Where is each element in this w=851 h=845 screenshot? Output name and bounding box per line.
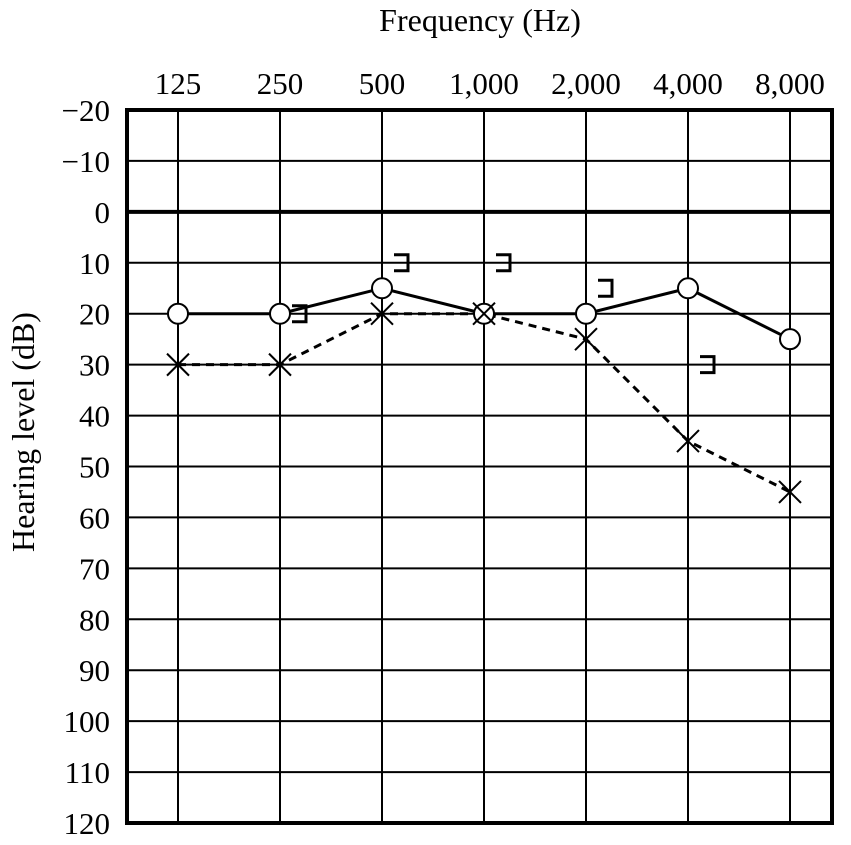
circle-marker (779, 328, 801, 351)
circle-marker (575, 302, 597, 325)
x-marker (574, 327, 598, 351)
x-tick-label: 8,000 (755, 66, 825, 101)
y-tick-label: −20 (62, 93, 110, 128)
y-tick-label: 70 (79, 551, 110, 586)
y-tick-label: 80 (79, 602, 110, 637)
y-tick-label: 40 (79, 399, 110, 434)
y-tick-label: 0 (95, 195, 111, 230)
bracket-marker (700, 355, 716, 375)
y-axis-label: Hearing level (dB) (5, 312, 41, 552)
y-tick-label: 60 (79, 500, 110, 535)
series-markers (166, 253, 802, 504)
grid (127, 109, 832, 824)
y-tick-label: 120 (64, 806, 111, 841)
x-marker (676, 429, 700, 453)
bracket-marker (598, 278, 614, 298)
x-tick-label: 4,000 (653, 66, 723, 101)
plot-frame (125, 108, 834, 825)
x-marker (370, 302, 394, 326)
circle-marker (677, 277, 699, 300)
x-tick-label: 1,000 (449, 66, 519, 101)
bracket-marker (496, 253, 512, 273)
x-tick-labels: 125 250 500 1,000 2,000 4,000 8,000 (155, 66, 825, 101)
y-tick-label: 10 (79, 246, 110, 281)
x-marker (166, 352, 190, 377)
x-tick-label: 125 (155, 66, 202, 101)
bracket-marker (394, 253, 410, 273)
x-marker (472, 302, 496, 326)
y-tick-label: 30 (79, 348, 110, 383)
x-tick-label: 250 (257, 66, 304, 101)
y-tick-label: 20 (79, 297, 110, 332)
y-tick-label: 110 (65, 755, 110, 790)
x-tick-label: 2,000 (551, 66, 621, 101)
circle-marker (167, 302, 189, 325)
circle-marker (269, 302, 291, 325)
x-marker (268, 352, 292, 377)
x-marker (778, 480, 802, 504)
bracket-marker (292, 304, 308, 324)
chart-title: Frequency (Hz) (379, 2, 581, 38)
y-tick-label: −10 (62, 144, 110, 179)
y-tick-labels: −20 −10 0 10 20 30 40 50 60 70 80 90 100 110 120 (62, 93, 110, 841)
y-tick-label: 50 (79, 450, 110, 485)
x-tick-label: 500 (359, 66, 406, 101)
circle-marker (371, 277, 393, 300)
y-tick-label: 100 (64, 704, 111, 739)
y-tick-label: 90 (79, 653, 110, 688)
